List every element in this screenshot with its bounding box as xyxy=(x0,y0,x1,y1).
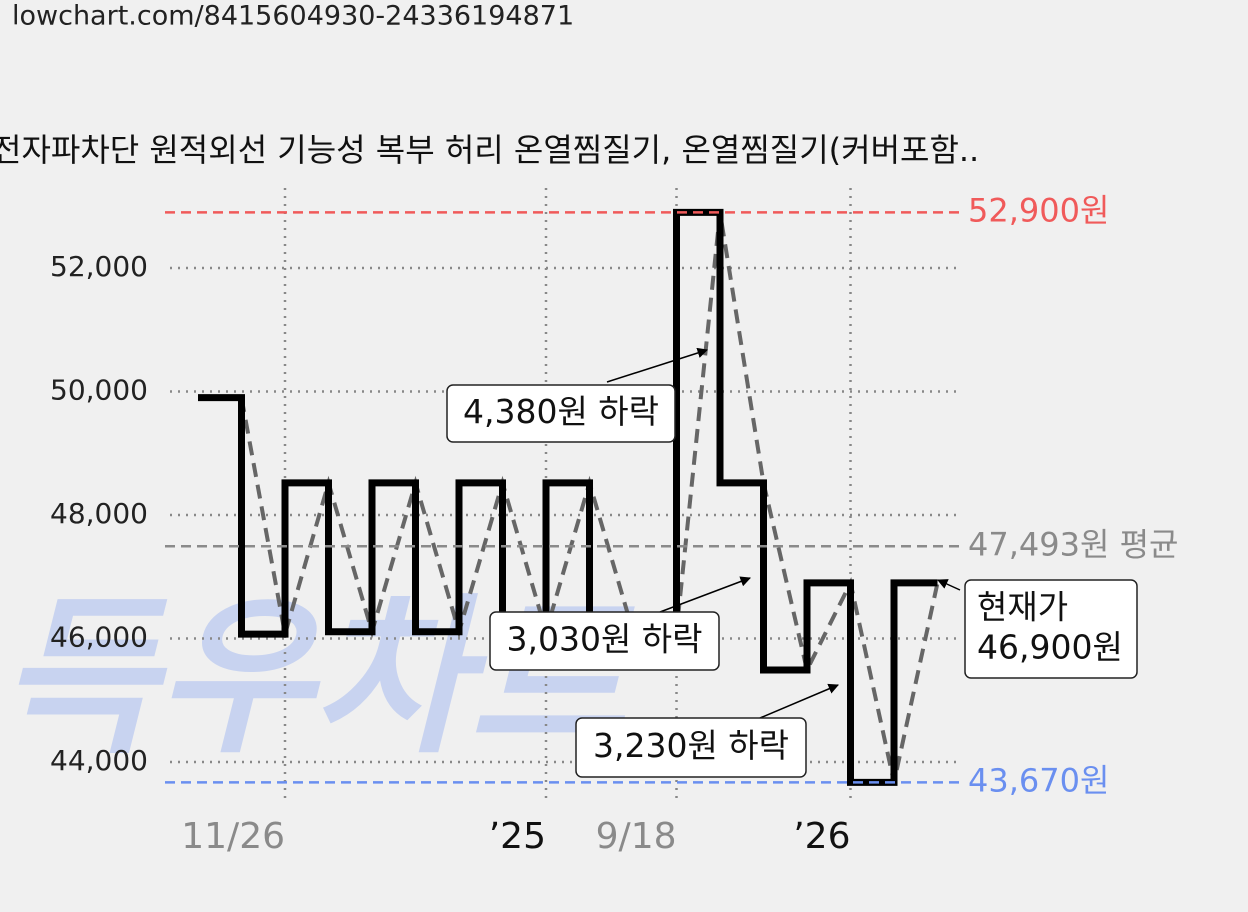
x-tick-label: 9/18 xyxy=(596,816,677,857)
annotation-arrow xyxy=(659,576,751,613)
annotation-box xyxy=(489,611,720,671)
y-tick-label: 48,000 xyxy=(50,497,148,530)
reference-label: 43,670원 xyxy=(968,761,1109,799)
chart-title: 전자파차단 원적외선 기능성 복부 허리 온열찜질기, 온열찜질기(커버포함.. xyxy=(0,131,979,169)
y-tick-label: 52,000 xyxy=(50,250,148,283)
y-tick-label: 46,000 xyxy=(50,621,148,654)
x-tick-label: ’25 xyxy=(489,816,546,857)
annotation-arrow xyxy=(759,683,839,719)
annotation-text: 현재가 xyxy=(977,588,1068,627)
y-tick-label: 50,000 xyxy=(50,374,148,407)
x-tick-label: ’26 xyxy=(793,816,850,857)
annotation-arrow xyxy=(937,579,961,591)
reference-label: 52,900원 xyxy=(968,191,1109,229)
url: lowchart.com/8415604930-24336194871 xyxy=(12,1,574,32)
reference-label: 47,493원 평균 xyxy=(968,525,1178,563)
annotation-text: 3,030원 하락 xyxy=(506,620,702,659)
annotation-text: 3,230원 하락 xyxy=(593,726,789,765)
annotation-text: 46,900원 xyxy=(977,628,1123,667)
y-tick-label: 44,000 xyxy=(50,744,148,777)
annotation-box xyxy=(446,384,676,443)
price-line xyxy=(198,208,938,786)
annotation-arrow xyxy=(606,347,709,383)
annotation-text: 4,380원 하락 xyxy=(463,392,659,431)
x-tick-label: 11/26 xyxy=(181,816,285,857)
trend-line xyxy=(198,212,940,783)
annotation-box xyxy=(964,579,1138,679)
annotation-box xyxy=(575,717,807,778)
